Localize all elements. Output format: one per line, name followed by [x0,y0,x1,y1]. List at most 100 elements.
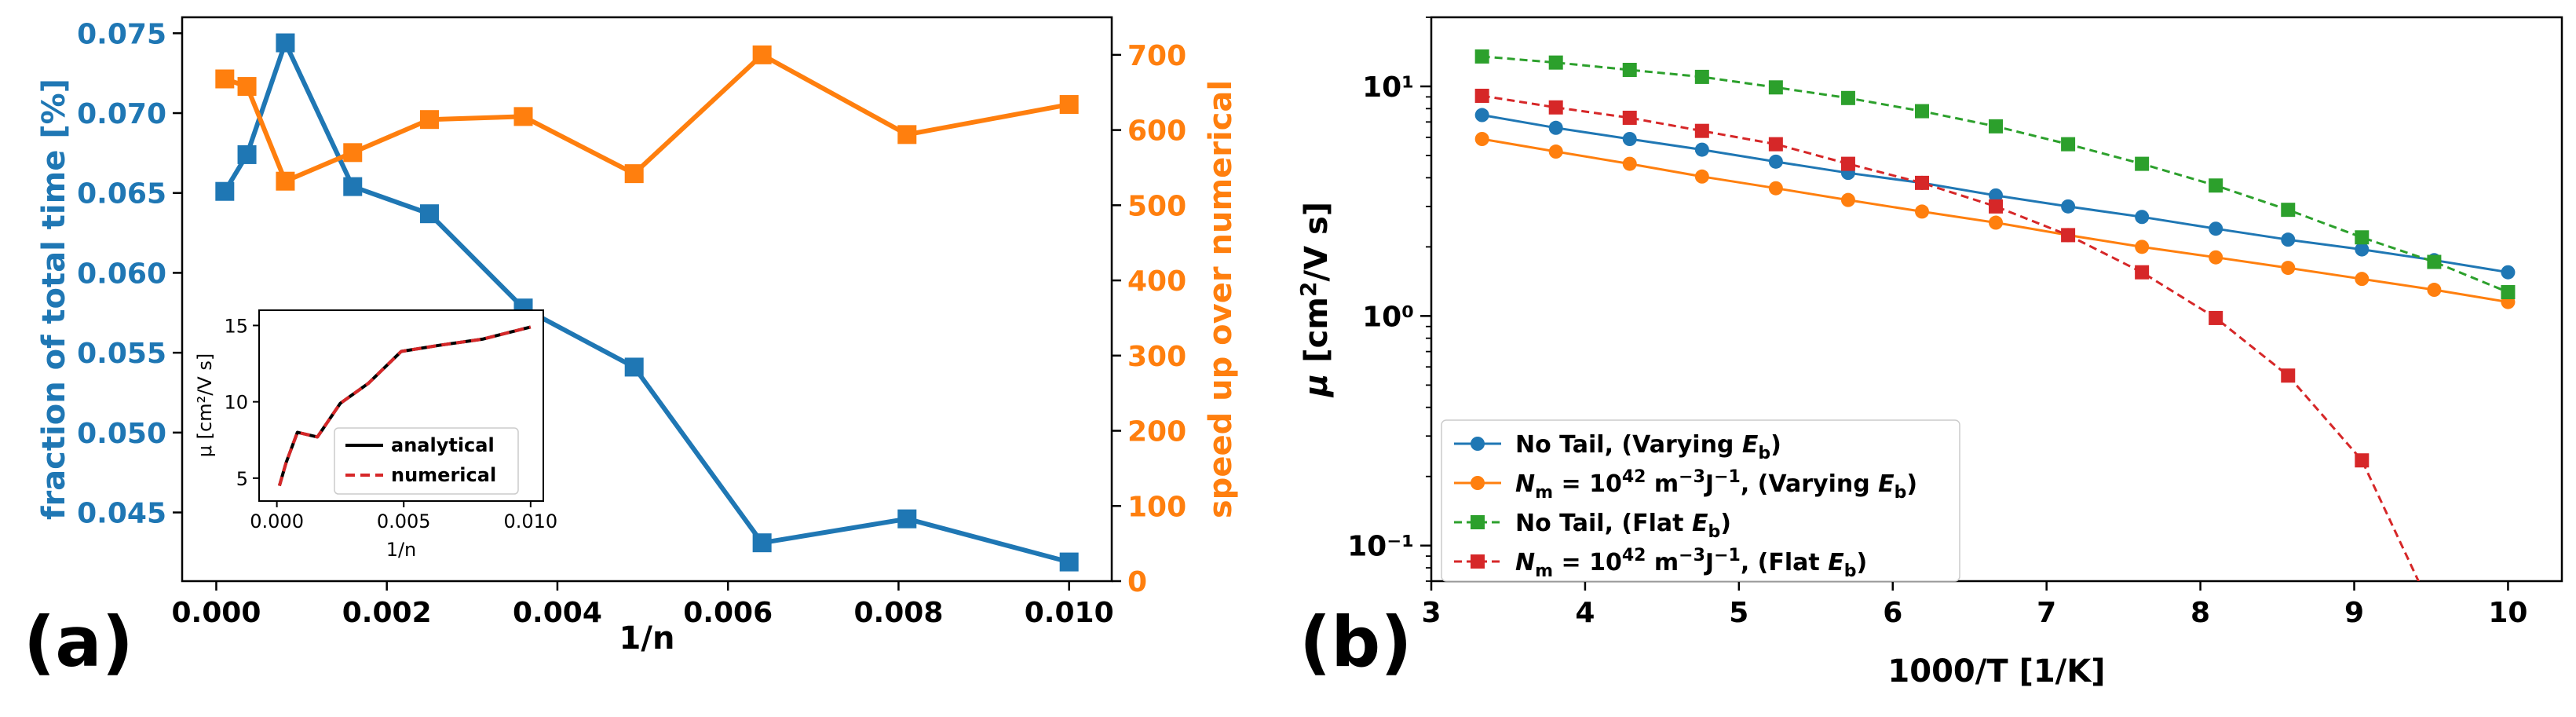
panel-b-point-3 [1840,156,1855,171]
legend-label-part: m [1535,562,1553,581]
legend-label-part: , (Varying [1741,470,1878,498]
panel-b-legend-label-2: No Tail, (Flat Eb) [1515,510,1731,542]
panel-b-point-2 [1989,119,2004,134]
panel-a-point-right [513,107,533,126]
inset-legend-numerical-label: numerical [391,464,496,486]
panel-b-point-0 [1622,131,1637,146]
panel-b-x-tick-label: 8 [2191,597,2210,629]
panel-b-x-axis-label: 1000/T [1/K] [1887,653,2105,690]
inset-y-axis-label: μ [cm²/V s] [194,353,216,457]
panel-a-series-line-right [224,52,1070,184]
panel-b-legend-box [1441,419,1960,582]
panel-b-point-0 [2281,232,2296,247]
panel-b-point-0 [2209,221,2223,236]
panel-b-point-1 [2355,272,2370,287]
panel-a-y-left-tick-label: 0.060 [77,258,166,290]
inset-legend-analytical-label: analytical [391,434,495,456]
legend-label-part: −1 [1714,467,1741,487]
legend-label-part: N [1515,549,1535,576]
legend-label-part: −3 [1679,467,1705,487]
panel-a-y-right-tick-label: 400 [1127,265,1186,298]
panel-a-point-right [215,69,235,89]
panel-a-point-left [343,177,363,196]
legend-label-part: 42 [1622,467,1646,487]
panel-b-point-2 [1622,62,1637,77]
panel-b-point-3 [2355,453,2370,468]
inset-y-ticks: 5 10 15 [224,315,259,490]
panel-b-point-1 [1694,169,1709,184]
panel-b-point-0 [2135,210,2150,225]
panel-b-x-tick-label: 3 [1421,597,1441,629]
panel-b-y-tick-label: 10⁰ [1362,301,1414,333]
panel-b-point-3 [2061,228,2076,243]
panel-b-point-0 [1768,154,1783,169]
panel-b-point-2 [1474,49,1489,64]
panel-a-plot-frame [181,16,1113,583]
legend-label-part: ) [1770,431,1781,459]
panel-a-point-right [343,143,363,163]
panel-b-point-0 [2501,265,2516,280]
panel-a-point-left [897,509,917,529]
panel-b-legend-marker-1 [1471,476,1485,490]
panel-a-y-right-tick-label: 500 [1127,190,1186,222]
panel-b-legend-marker-3 [1471,554,1485,569]
panel-b-point-0 [1474,108,1489,123]
legend-label-part: m [1646,470,1679,498]
legend-label-part: , (Flat [1741,549,1828,576]
panel-b-legend-label-0: No Tail, (Varying Eb) [1515,431,1781,463]
legend-label-part: m [1646,549,1679,576]
legend-label-part: N [1515,470,1535,498]
panel-b-point-0 [1548,120,1563,135]
inset-legend: analytical numerical [334,427,519,495]
panel-a-point-right [897,125,917,144]
panel-a-x-ticks: 0.000 0.002 0.004 0.006 0.008 0.010 [172,581,1114,629]
panel-b-point-3 [1914,175,1929,190]
inset-x-axis-label: 1/n [386,539,417,561]
panel-b-point-3 [1694,123,1709,138]
panel-a-y-right-tick-label: 200 [1127,416,1186,448]
panel-b-legend-label-3: Nm = 1042 m−3J−1, (Flat Eb) [1515,546,1867,581]
panel-b-series-line-2 [1482,55,2508,294]
legend-label-part: 42 [1622,546,1646,565]
panel-a-point-right [752,45,772,64]
inset-x-ticks: 0.000 0.005 0.010 [250,501,557,532]
panel-a-label: (a) [24,602,133,682]
inset-y-tick-label: 15 [224,315,248,337]
panel-b-legend-marker-2 [1471,515,1485,529]
panel-b-point-3 [2427,608,2441,622]
panel-a-y-left-tick-label: 0.050 [77,418,166,450]
panel-b-point-1 [1474,131,1489,146]
legend-label-part: E [1742,431,1759,459]
panel-b-point-2 [1768,80,1783,95]
panel-b-point-2 [2135,156,2150,171]
panel-b-point-2 [2061,137,2076,152]
panel-a-point-left [624,357,644,377]
legend-label-part: ) [1856,549,1867,576]
panel-b-point-1 [1768,181,1783,196]
panel-a-series-line-left [222,40,1070,565]
panel-b-point-0 [1694,142,1709,157]
panel-b-x-tick-label: 7 [2037,597,2056,629]
panel-b-x-tick-label: 4 [1575,597,1595,629]
inset-y-tick-label: 10 [224,392,248,414]
panel-b-y-ticks: 10¹ 10⁰ 10⁻¹ [1347,16,1431,582]
panel-a-y-right-tick-label: 100 [1127,491,1186,523]
panel-b-point-1 [2281,261,2296,276]
inset-x-tick-label: 0.010 [503,510,557,532]
panel-b-point-2 [2209,178,2223,193]
panel-b-x-tick-label: 6 [1883,597,1902,629]
panel-a-chart: 0.000 0.002 0.004 0.006 0.008 0.010 0.045 0.05… [24,16,1239,682]
panel-a-point-right [624,164,644,184]
legend-label-part: b [1708,522,1720,542]
legend-label-part: J [1704,549,1714,576]
legend-label-part: −1 [1714,546,1741,565]
panel-a-y-left-axis-label: fraction of total time [%] [36,79,72,520]
panel-a-point-right [420,110,440,130]
panel-b-point-3 [2281,368,2296,383]
legend-label-part: −3 [1679,546,1705,565]
panel-b-point-2 [1914,104,1929,119]
panel-b-point-3 [1474,88,1489,103]
panel-a-x-tick-label: 0.008 [854,597,944,629]
panel-b-point-2 [1840,90,1855,105]
panel-b-point-2 [2281,203,2296,218]
